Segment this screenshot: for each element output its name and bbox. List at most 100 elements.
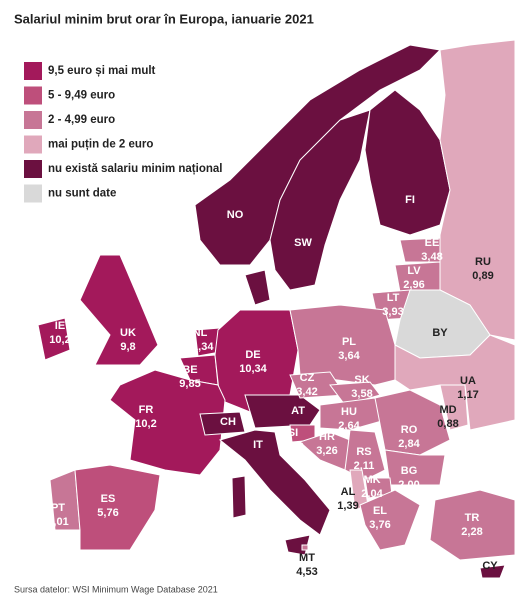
country-code: ES [101,493,116,505]
country-value: 2,96 [403,279,424,291]
country-value: 3,58 [351,388,372,400]
country-code: MK [363,474,380,486]
country-code: EE [425,237,440,249]
country-code: CY [482,560,498,572]
legend-label: mai puțin de 2 euro [48,139,153,151]
country-code: AT [291,405,305,417]
countries [37,39,516,579]
country-code: MD [439,404,456,416]
country-value: 3,64 [338,350,360,362]
country-shape [199,411,246,436]
country-shape [109,369,226,476]
country-value: 0,89 [472,270,493,282]
country-code: SW [294,237,312,249]
country-shape [37,317,71,361]
country-code: BG [401,465,418,477]
country-value: 4,01 [47,516,68,528]
country-value: 0,88 [437,418,458,430]
country-code: RU [475,256,491,268]
country-value: 2,00 [398,479,419,491]
country-value: 1,17 [457,389,478,401]
country-code: UK [120,327,136,339]
country-code: AL [341,486,356,498]
country-code: LV [407,265,421,277]
country-code: FI [405,194,415,206]
country-code: SI [288,427,298,439]
country-shape [394,334,516,431]
country-value: 3,26 [316,445,337,457]
country-value: 3,42 [296,386,317,398]
country-value: 10,2 [135,418,156,430]
legend-swatch [24,86,42,105]
country-code: LT [387,292,400,304]
legend-swatch [24,184,42,203]
source: Sursa datelor: WSI Minimum Wage Database… [14,584,218,594]
country-value: 2,84 [398,438,420,450]
country-code: BY [432,327,448,339]
country-code: NO [227,209,244,221]
country-code: IE [55,320,65,332]
country-shape [319,397,386,431]
country-code: PL [342,336,356,348]
country-code: NL [193,327,208,339]
country-shape [218,429,331,536]
country-code: HU [341,406,357,418]
country-code: IT [253,439,263,451]
country-value: 2,28 [461,526,482,538]
country-code: CH [220,416,236,428]
country-code: BE [182,364,197,376]
country-value: 5,76 [97,507,118,519]
legend-swatch [24,135,42,154]
legend-swatch [24,160,42,178]
country-value: 10,2 [49,334,70,346]
country-shape [244,394,321,429]
country-code: HR [319,431,335,443]
country-shape [301,544,309,551]
country-code: MT [299,552,315,564]
country-value: 11,34 [187,341,215,353]
country-shape [194,44,442,266]
country-value: 10,34 [239,363,267,375]
country-value: 2,64 [338,420,360,432]
legend: 9,5 euro și mai mult 5 - 9,49 euro 2 - 4,9… [24,62,222,203]
country-shape [231,475,247,519]
country-code: FR [139,404,154,416]
country-shape [439,39,516,341]
country-value: 5,92 [282,441,303,453]
legend-label: nu sunt date [48,188,116,200]
country-value: 9,85 [179,378,200,390]
country-value: 9,8 [120,341,135,353]
country-shape [74,464,161,551]
legend-label: 5 - 9,49 euro [48,90,115,102]
country-code: CZ [300,372,315,384]
country-shape [244,269,271,306]
country-shape [359,489,421,551]
country-value: 1,39 [337,500,358,512]
country-code: EL [373,505,387,517]
country-code: UA [460,375,476,387]
country-shape [364,89,451,236]
country-shape [79,254,159,366]
country-shape [344,429,386,481]
legend-swatch [24,62,42,80]
country-code: RO [401,424,418,436]
country-value: 2,11 [354,460,375,472]
legend-label: 9,5 euro și mai mult [48,65,156,77]
country-value: 2,04 [361,488,383,500]
country-shape [479,564,506,579]
country-value: 4,53 [296,566,317,578]
country-code: DE [245,349,260,361]
map-title: Salariul minim brut orar în Europa, ianu… [14,11,314,26]
country-code: SK [354,374,369,386]
legend-swatch [24,111,42,129]
country-code: TR [465,512,480,524]
legend-label: nu există salariu minim național [48,163,222,175]
country-value: 3,76 [369,519,390,531]
country-value: 3,93 [382,306,403,318]
legend-label: 2 - 4,99 euro [48,114,115,126]
country-value: 3,48 [421,251,442,263]
country-shape [269,109,371,291]
country-code: RS [356,446,371,458]
